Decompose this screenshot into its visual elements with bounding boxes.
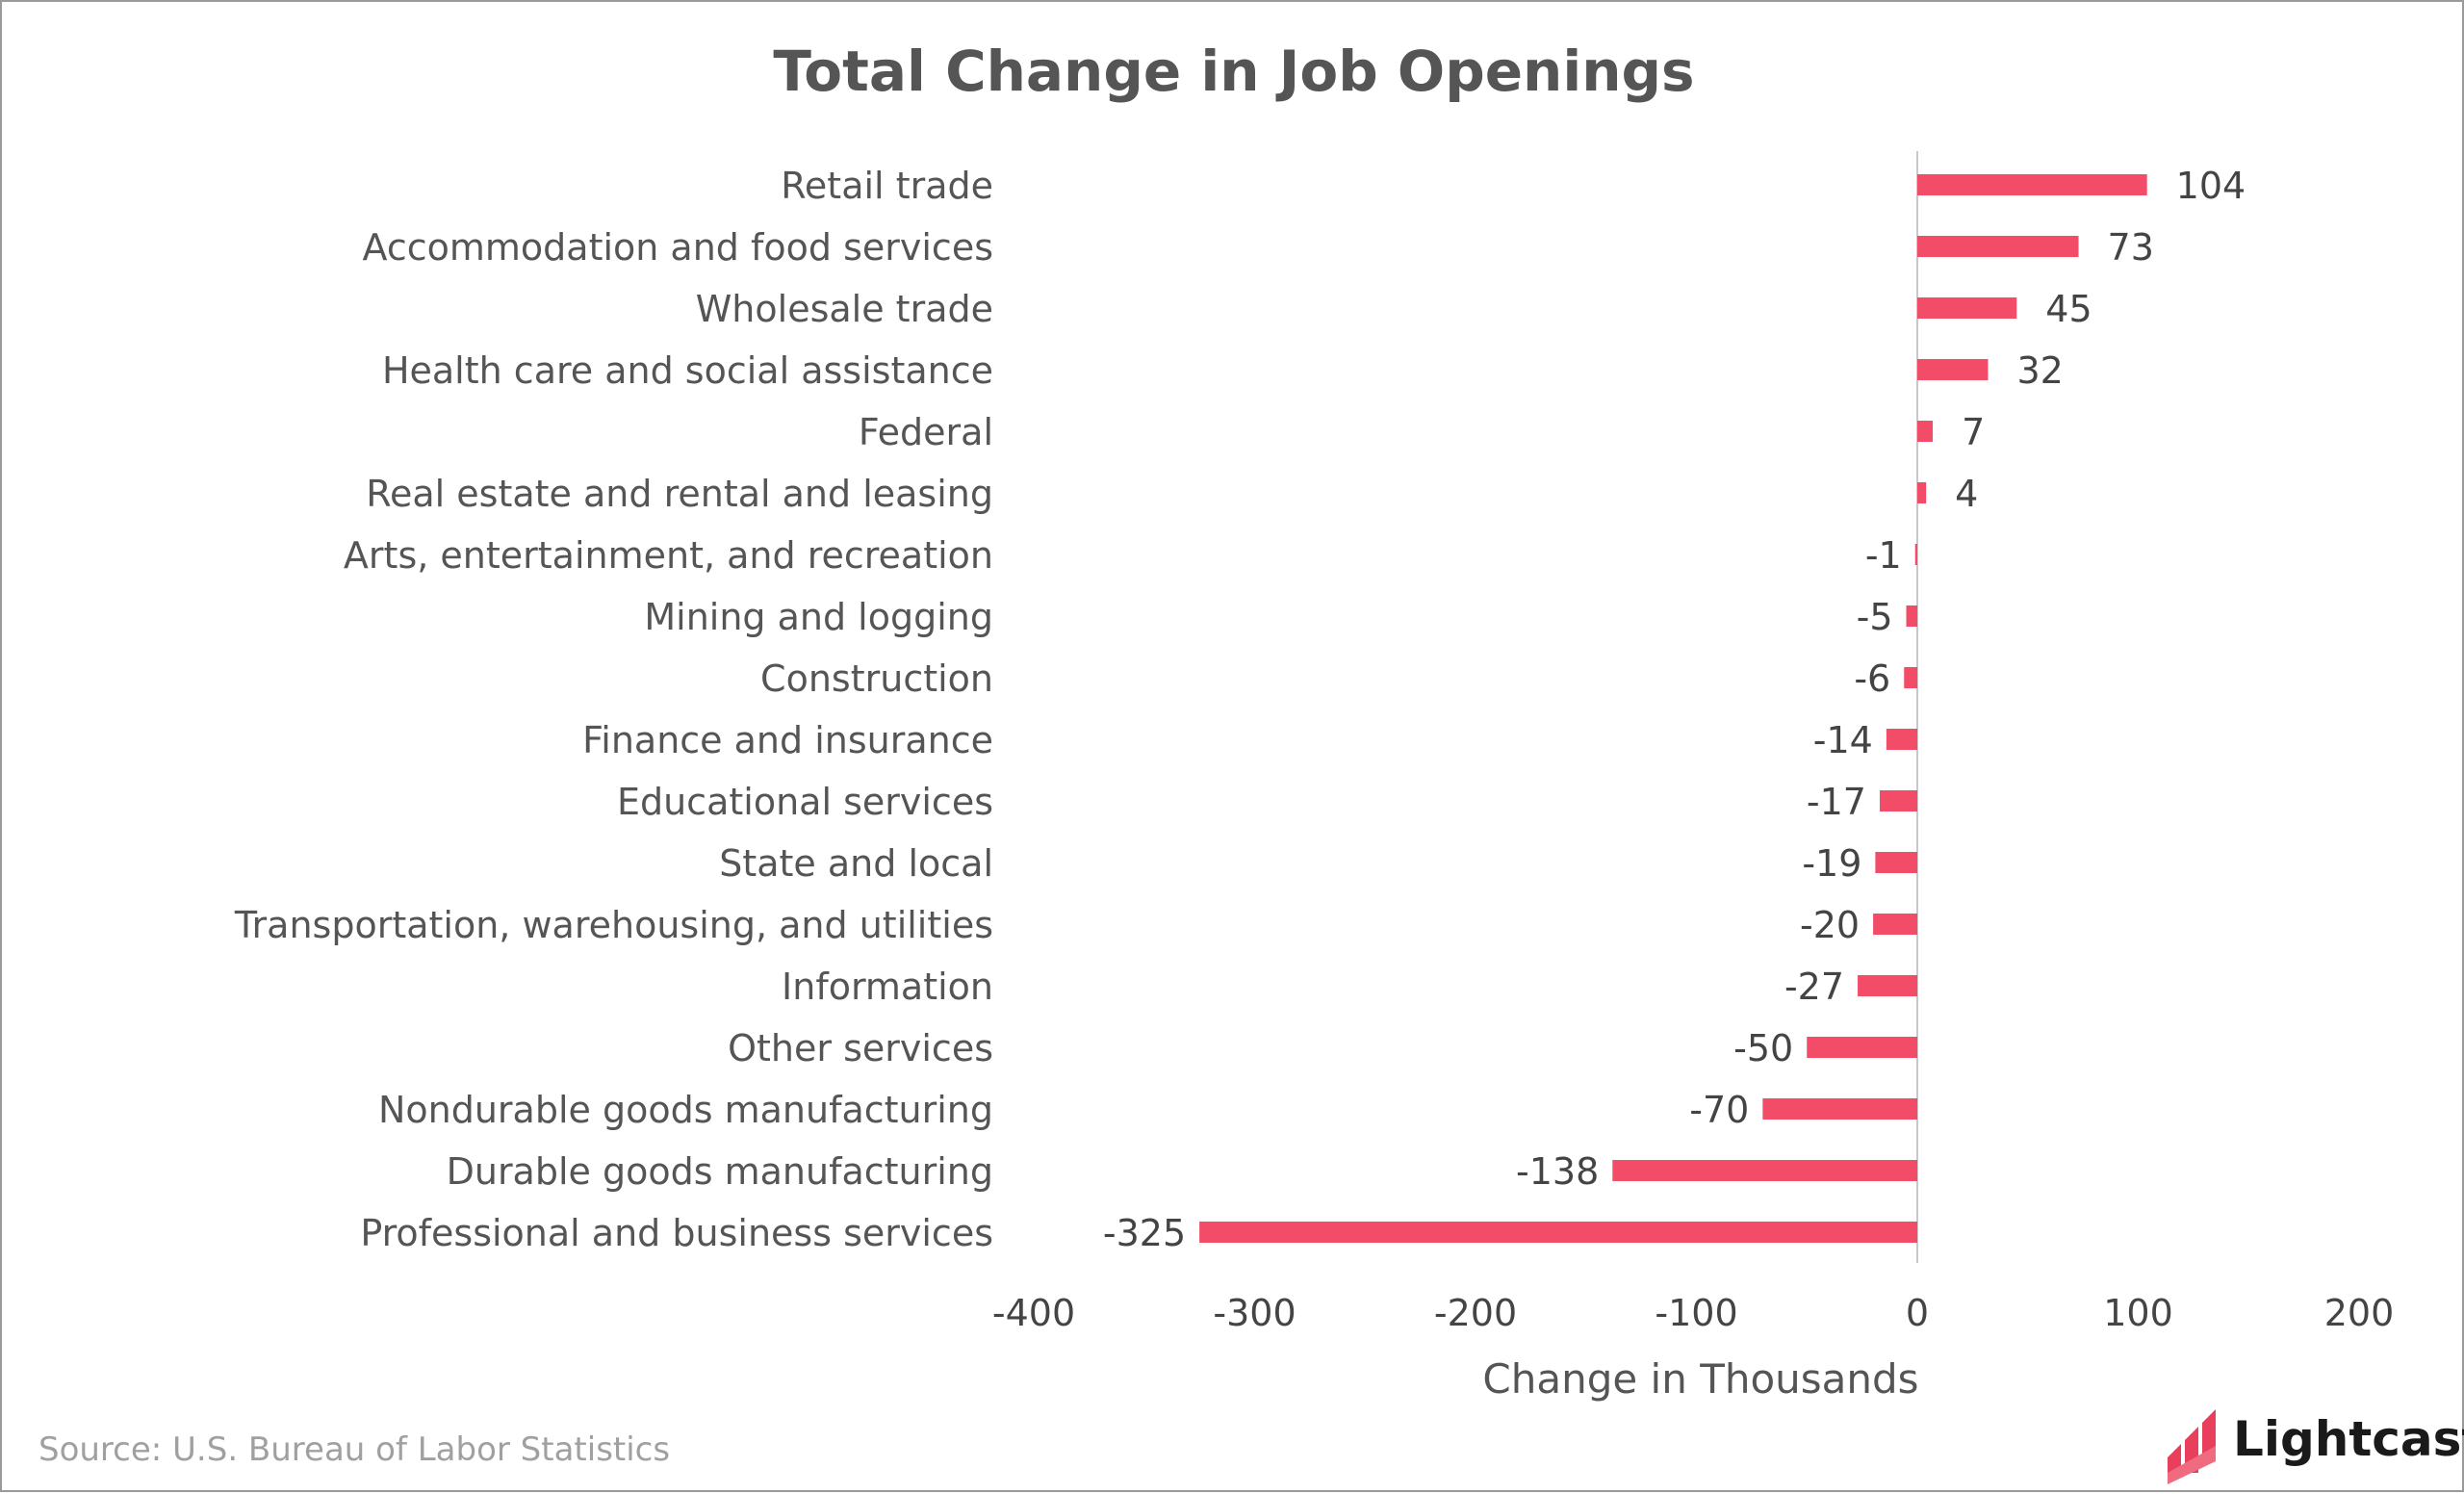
data-label: -70 <box>1689 1089 1749 1131</box>
category-label: Finance and insurance <box>582 719 993 761</box>
category-label: Retail trade <box>781 165 993 207</box>
data-label: -5 <box>1857 596 1893 638</box>
bar <box>1917 482 1927 503</box>
category-label: Real estate and rental and leasing <box>366 473 993 515</box>
category-label: Wholesale trade <box>696 288 993 330</box>
category-label: Professional and business services <box>360 1212 993 1254</box>
bar <box>1762 1098 1917 1120</box>
source-note: Source: U.S. Bureau of Labor Statistics <box>38 1430 670 1469</box>
data-label: -14 <box>1813 719 1873 761</box>
data-label: -17 <box>1807 781 1866 823</box>
data-label: -1 <box>1865 534 1902 577</box>
x-tick-label: -400 <box>992 1292 1075 1334</box>
category-label: Transportation, warehousing, and utiliti… <box>234 904 993 946</box>
bar <box>1904 667 1917 688</box>
bar <box>1886 729 1917 750</box>
data-label: 4 <box>1955 473 1978 515</box>
x-tick-label: 0 <box>1906 1292 1929 1334</box>
bars-group <box>1199 174 2147 1243</box>
lightcast-wordmark: Lightcast <box>2233 1411 2464 1467</box>
category-label: Arts, entertainment, and recreation <box>344 534 993 577</box>
data-label: -325 <box>1103 1212 1186 1254</box>
x-tick-label: -200 <box>1434 1292 1517 1334</box>
data-label: -27 <box>1784 966 1844 1008</box>
category-label: Other services <box>728 1027 993 1069</box>
bar <box>1612 1160 1917 1181</box>
bar <box>1917 174 2147 195</box>
bar <box>1917 297 2017 319</box>
bar <box>1879 790 1917 811</box>
category-label: Educational services <box>617 781 993 823</box>
bar <box>1917 236 2079 257</box>
bar <box>1917 359 1989 380</box>
x-axis-title: Change in Thousands <box>1482 1355 1918 1403</box>
category-label: Information <box>782 966 993 1008</box>
bar <box>1858 975 1917 996</box>
x-tick-label: 200 <box>2324 1292 2395 1334</box>
category-label: Federal <box>859 411 993 453</box>
data-label: -19 <box>1802 842 1861 885</box>
category-label: Health care and social assistance <box>382 349 993 392</box>
category-label: Mining and logging <box>644 596 993 638</box>
data-label: 45 <box>2045 288 2092 330</box>
category-label: State and local <box>719 842 993 885</box>
data-label: -50 <box>1733 1027 1793 1069</box>
data-label: 32 <box>2016 349 2063 392</box>
category-label: Construction <box>760 657 993 700</box>
data-label: -6 <box>1854 657 1890 700</box>
lightcast-logo: Lightcast <box>2168 1409 2464 1484</box>
category-label: Durable goods manufacturing <box>447 1150 993 1193</box>
bar <box>1875 852 1917 873</box>
bar <box>1914 544 1917 565</box>
category-label: Nondurable goods manufacturing <box>378 1089 993 1131</box>
category-labels: Retail trade Accommodation and food servi… <box>234 165 993 1254</box>
x-tick-label: 100 <box>2103 1292 2173 1334</box>
data-label: 104 <box>2176 165 2246 207</box>
data-label: -138 <box>1516 1150 1599 1193</box>
bar <box>1917 421 1934 442</box>
bar <box>1807 1037 1917 1058</box>
lightcast-logo-icon <box>2168 1409 2216 1484</box>
chart-title: Total Change in Job Openings <box>773 39 1694 104</box>
bar <box>1199 1222 1917 1243</box>
data-label: 7 <box>1962 411 1985 453</box>
data-label: -20 <box>1800 904 1860 946</box>
x-tick-labels: -400 -300 -200 -100 0 100 200 <box>992 1292 2394 1334</box>
x-tick-label: -100 <box>1655 1292 1737 1334</box>
x-tick-label: -300 <box>1213 1292 1296 1334</box>
category-label: Accommodation and food services <box>363 226 993 269</box>
data-label: 73 <box>2108 226 2154 269</box>
bar <box>1873 914 1917 935</box>
value-labels: 104 73 45 32 7 4 -1 -5 -6 -14 -17 -19 -20 -27 -50 -70 -1… <box>1103 165 2246 1254</box>
bar <box>1906 605 1917 627</box>
